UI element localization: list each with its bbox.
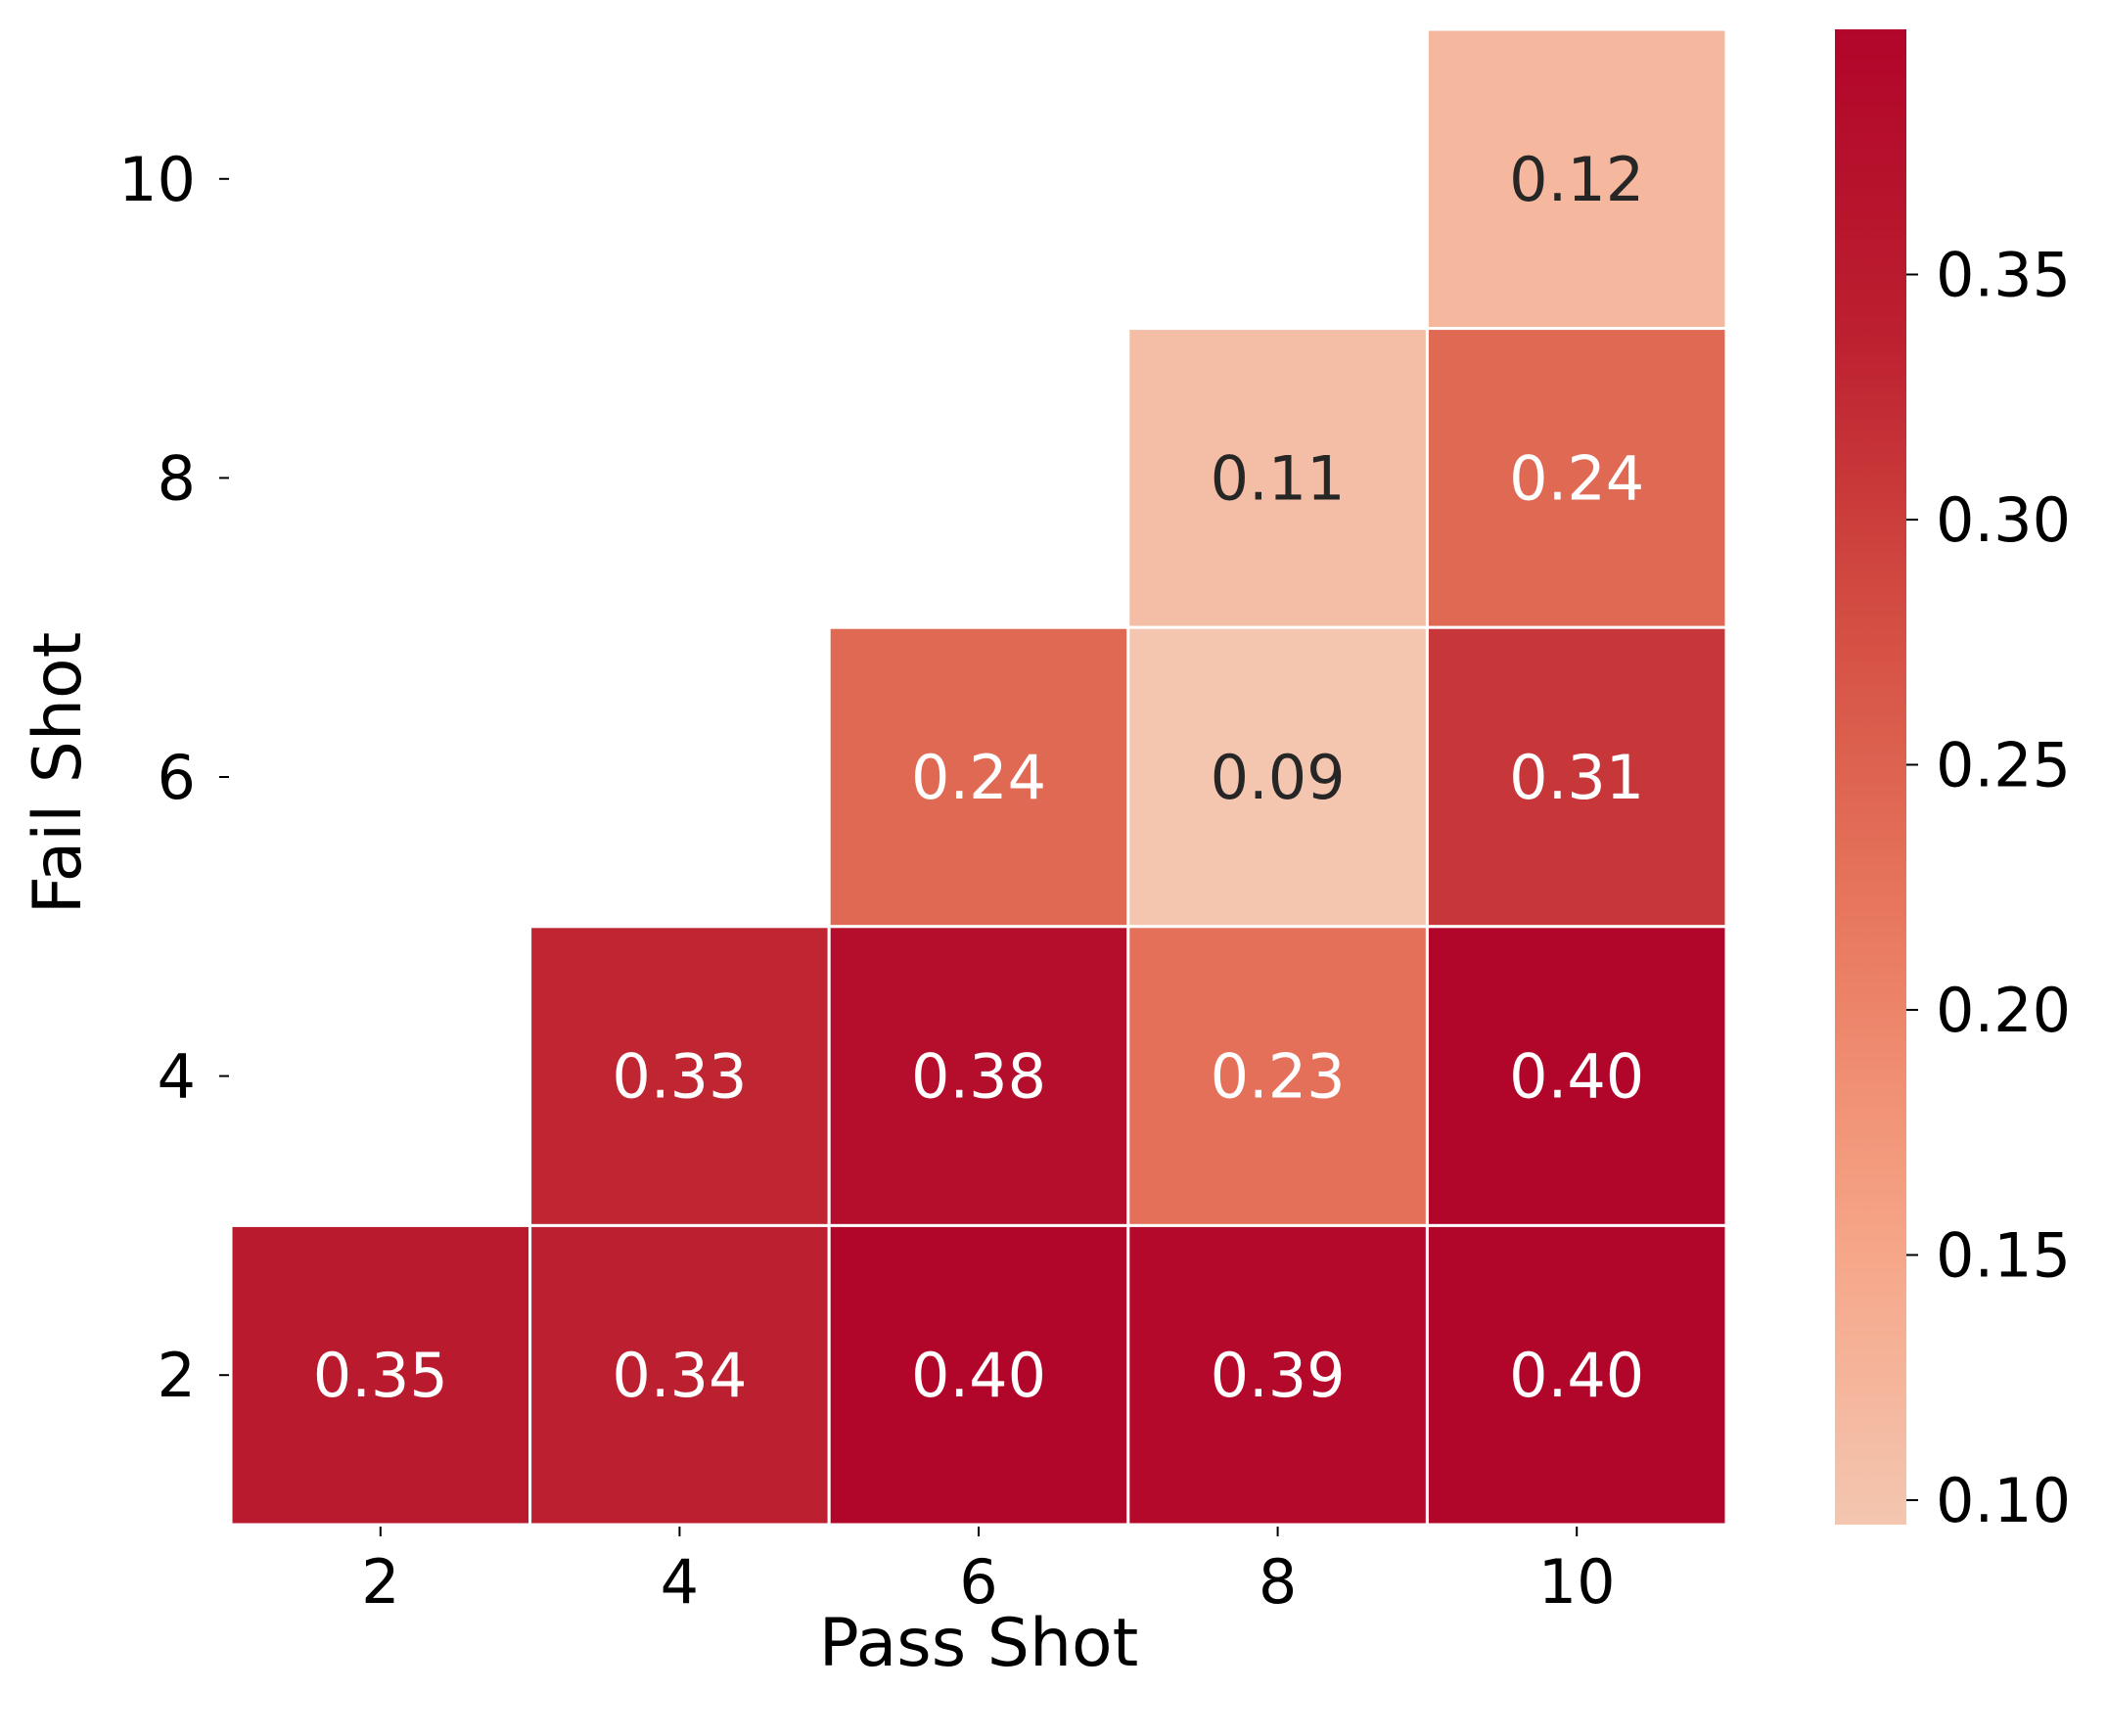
cell-value-label: 0.31 bbox=[1509, 742, 1644, 813]
cell-value-label: 0.12 bbox=[1509, 144, 1644, 215]
cell-value-label: 0.38 bbox=[911, 1041, 1046, 1113]
cell-value-label: 0.33 bbox=[612, 1041, 747, 1113]
heatmap-cell bbox=[1126, 625, 1429, 929]
y-tick-label: 2 bbox=[158, 1340, 196, 1411]
colorbar-tick-label: 0.20 bbox=[1936, 975, 2071, 1046]
cell-value-label: 0.09 bbox=[1211, 742, 1346, 813]
cell-value-label: 0.39 bbox=[1211, 1340, 1346, 1411]
colorbar-tick-label: 0.35 bbox=[1936, 239, 2071, 310]
x-tick-label: 4 bbox=[661, 1546, 699, 1618]
cell-value-label: 0.23 bbox=[1211, 1041, 1346, 1113]
x-tick-label: 8 bbox=[1259, 1546, 1297, 1618]
y-tick-label: 10 bbox=[118, 144, 196, 215]
heatmap-cell bbox=[1425, 327, 1728, 629]
cell-value-label: 0.40 bbox=[1509, 1340, 1644, 1411]
heatmap-cell bbox=[827, 625, 1130, 929]
heatmap-cell bbox=[827, 925, 1130, 1227]
heatmap-cell bbox=[827, 1223, 1130, 1527]
heatmap-cells: 0.12 0.11 0.24 0.24 0.09 0.31 0.33 0.38 0.23 0.40… bbox=[229, 27, 1728, 1527]
heatmap-cell bbox=[1425, 625, 1728, 929]
colorbar-tick-label: 0.30 bbox=[1936, 484, 2071, 556]
x-tick-label: 6 bbox=[959, 1546, 997, 1618]
cell-value-label: 0.11 bbox=[1211, 442, 1346, 514]
colorbar-tick-label: 0.10 bbox=[1936, 1465, 2071, 1536]
y-tick-label: 8 bbox=[158, 442, 196, 514]
colorbar-tick-label: 0.15 bbox=[1936, 1219, 2071, 1291]
cell-value-label: 0.34 bbox=[612, 1340, 747, 1411]
x-tick-label: 2 bbox=[361, 1546, 399, 1618]
colorbar-gradient bbox=[1835, 29, 1906, 1525]
x-axis: 2 4 6 8 10 bbox=[361, 1527, 1616, 1618]
x-axis-title: Pass Shot bbox=[819, 1605, 1139, 1682]
colorbar-tick-label: 0.25 bbox=[1936, 729, 2071, 800]
cell-value-label: 0.24 bbox=[1509, 442, 1644, 514]
heatmap-cell bbox=[1425, 925, 1728, 1227]
cell-value-label: 0.24 bbox=[911, 742, 1046, 813]
y-axis: 10 8 6 4 2 bbox=[118, 144, 229, 1411]
heatmap-cell bbox=[528, 1223, 831, 1527]
cell-value-label: 0.35 bbox=[313, 1340, 448, 1411]
colorbar: 0.10 0.15 0.20 0.25 0.30 0.35 bbox=[1835, 29, 2071, 1536]
cell-value-label: 0.40 bbox=[1509, 1041, 1644, 1113]
heatmap-cell bbox=[1425, 27, 1728, 331]
heatmap-cell bbox=[1126, 327, 1429, 629]
cell-value-label: 0.40 bbox=[911, 1340, 1046, 1411]
y-tick-label: 6 bbox=[158, 742, 196, 813]
x-tick-label: 10 bbox=[1538, 1546, 1616, 1618]
y-axis-title: Fail Shot bbox=[20, 632, 97, 914]
heatmap-cell bbox=[1126, 1223, 1429, 1527]
y-tick-label: 4 bbox=[158, 1041, 196, 1113]
heatmap-cell bbox=[1425, 1223, 1728, 1527]
